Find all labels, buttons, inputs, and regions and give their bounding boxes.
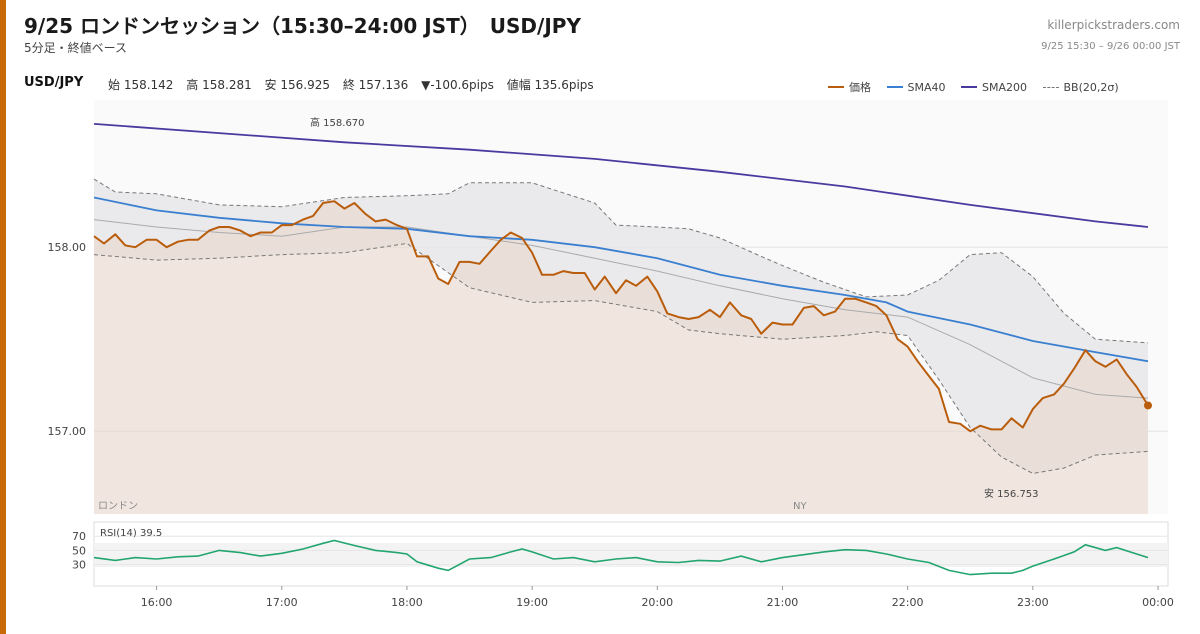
stat-change: ▼-100.6pips (421, 78, 494, 92)
site-link[interactable]: killerpickstraders.com (1047, 18, 1180, 32)
legend-price[interactable]: 価格 (828, 79, 871, 95)
legend-bb[interactable]: BB(20,2σ) (1042, 81, 1119, 94)
last-price-marker (1143, 401, 1152, 410)
x-tick-label: 20:00 (641, 596, 673, 609)
low-annotation: 安 156.753 (984, 487, 1039, 500)
rsi-label: RSI(14) 39.5 (100, 528, 162, 539)
y-tick-label: 157.00 (48, 425, 87, 438)
x-tick-label: 17:00 (266, 596, 298, 609)
x-axis-ticks: 16:00 17:00 18:00 19:00 20:00 21:00 22:00 23:00… (141, 586, 1174, 609)
x-tick-label: 22:00 (892, 596, 924, 609)
x-tick-label: 00:00 (1142, 596, 1174, 609)
x-tick-label: 19:00 (516, 596, 548, 609)
page-title: 9/25 ロンドンセッション（15:30–24:00 JST） USD/JPY (24, 14, 581, 38)
session-label-ny: NY (793, 501, 807, 512)
x-tick-label: 21:00 (767, 596, 799, 609)
x-tick-label: 18:00 (391, 596, 423, 609)
sma200-line (93, 123, 1149, 228)
sma40-line (93, 196, 1149, 363)
left-accent-bar (0, 0, 6, 634)
y-axis-ticks: 158.00 157.00 (48, 241, 87, 438)
stat-close: 終 157.136 (342, 78, 409, 92)
stat-high: 高 158.281 (186, 78, 252, 92)
stat-low: 安 156.925 (264, 78, 331, 92)
y-tick-label: 158.00 (48, 241, 87, 254)
rsi-line (93, 539, 1149, 576)
bollinger-mid-line (93, 219, 1149, 399)
rsi-tick-label: 50 (72, 544, 86, 557)
stat-range: 値幅 135.6pips (506, 78, 594, 92)
price-area-fill (94, 201, 1148, 514)
rsi-tick-label: 30 (72, 559, 86, 572)
pair-label: USD/JPY (24, 75, 84, 90)
x-tick-label: 16:00 (141, 596, 173, 609)
rsi-tick-label: 70 (72, 530, 86, 543)
bollinger-upper-line (93, 178, 1149, 344)
bollinger-lower-line (93, 242, 1149, 475)
ohlc-stats: 始 158.142 高 158.281 安 156.925 終 157.136 … (108, 76, 603, 93)
legend-sma200[interactable]: SMA200 (961, 81, 1027, 94)
legend-sma40[interactable]: SMA40 (886, 81, 946, 94)
x-tick-label: 23:00 (1017, 596, 1049, 609)
chart-legend: 価格 SMA40 SMA200 BB(20,2σ) (828, 78, 1131, 95)
page-subtitle: 5分足・終値ベース (24, 41, 128, 55)
stat-open: 始 158.142 (108, 78, 174, 92)
price-line (93, 200, 1149, 433)
session-label-london: ロンドン (98, 501, 138, 512)
date-range: 9/25 15:30 – 9/26 00:00 JST (1041, 41, 1180, 52)
high-annotation: 高 158.670 (310, 116, 365, 129)
